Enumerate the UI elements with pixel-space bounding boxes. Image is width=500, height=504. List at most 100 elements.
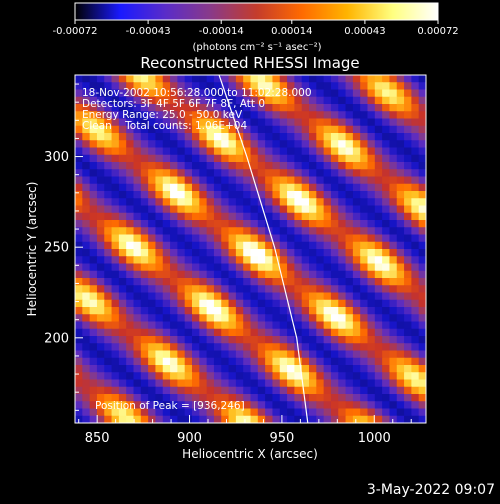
heatmap-cell — [177, 336, 186, 344]
heatmap-cell — [75, 104, 83, 112]
heatmap-cell — [118, 328, 127, 337]
heatmap-cell — [148, 408, 157, 417]
heatmap-cell — [213, 205, 222, 214]
heatmap-cell — [140, 104, 149, 112]
heatmap-cell — [228, 82, 237, 91]
heatmap-cell — [367, 133, 376, 141]
heatmap-cell — [133, 198, 142, 207]
heatmap-cell — [206, 183, 215, 192]
heatmap-cell — [75, 111, 83, 120]
heatmap-cell — [279, 415, 288, 423]
heatmap-cell — [192, 292, 200, 301]
heatmap-cell — [192, 386, 200, 395]
heatmap-cell — [418, 220, 426, 228]
heatmap-cell — [360, 140, 369, 149]
heatmap-cell — [133, 299, 142, 308]
heatmap-cell — [111, 299, 120, 308]
heatmap-cell — [309, 270, 317, 279]
heatmap-cell — [235, 147, 244, 156]
heatmap-cell — [148, 169, 157, 178]
heatmap-cell — [111, 96, 120, 105]
heatmap-cell — [228, 314, 237, 323]
heatmap-cell — [294, 386, 303, 395]
heatmap-cell — [206, 343, 215, 352]
heatmap-cell — [250, 147, 259, 156]
heatmap-cell — [367, 183, 376, 192]
heatmap-cell — [111, 401, 120, 410]
heatmap-cell — [82, 263, 91, 272]
heatmap-cell — [170, 89, 178, 98]
heatmap-cell — [301, 75, 310, 83]
heatmap-cell — [301, 212, 310, 221]
heatmap-cell — [330, 147, 339, 156]
heatmap-cell — [404, 328, 412, 337]
heatmap-cell — [316, 270, 325, 279]
heatmap-cell — [126, 205, 135, 214]
heatmap-cell — [265, 140, 274, 149]
heatmap-cell — [133, 386, 142, 395]
heatmap-cell — [404, 191, 412, 199]
heatmap-cell — [411, 314, 420, 323]
heatmap-cell — [155, 220, 164, 228]
heatmap-cell — [170, 133, 178, 141]
heatmap-cell — [235, 292, 244, 301]
heatmap-cell — [265, 241, 274, 250]
heatmap-cell — [389, 212, 398, 221]
heatmap-cell — [140, 111, 149, 120]
heatmap-cell — [184, 241, 193, 250]
heatmap-cell — [418, 328, 426, 337]
heatmap-cell — [162, 241, 171, 250]
heatmap-cell — [213, 198, 222, 207]
heatmap-cell — [89, 336, 98, 344]
heatmap-cell — [250, 191, 259, 199]
heatmap-cell — [89, 372, 98, 381]
heatmap-cell — [192, 96, 200, 105]
heatmap-cell — [199, 336, 208, 344]
heatmap-cell — [396, 328, 405, 337]
heatmap-cell — [170, 278, 178, 286]
heatmap-cell — [235, 365, 244, 373]
heatmap-cell — [118, 191, 127, 199]
heatmap-cell — [170, 191, 178, 199]
heatmap-cell — [192, 147, 200, 156]
heatmap-cell — [148, 140, 157, 149]
heatmap-cell — [155, 401, 164, 410]
heatmap-cell — [148, 96, 157, 105]
heatmap-cell — [411, 379, 420, 388]
heatmap-cell — [352, 191, 361, 199]
heatmap-cell — [192, 104, 200, 112]
heatmap-cell — [177, 140, 186, 149]
heatmap-cell — [367, 169, 376, 178]
heatmap-cell — [199, 205, 208, 214]
heatmap-cell — [374, 270, 383, 279]
heatmap-cell — [192, 118, 200, 127]
heatmap-cell — [367, 408, 376, 417]
heatmap-cell — [89, 285, 98, 294]
heatmap-cell — [309, 328, 317, 337]
heatmap-cell — [126, 118, 135, 127]
heatmap-cell — [382, 111, 391, 120]
heatmap-cell — [382, 104, 391, 112]
heatmap-cell — [389, 162, 398, 170]
heatmap-cell — [360, 336, 369, 344]
heatmap-cell — [184, 227, 193, 236]
heatmap-cell — [82, 285, 91, 294]
heatmap-cell — [287, 256, 295, 265]
heatmap-cell — [111, 154, 120, 163]
heatmap-cell — [418, 104, 426, 112]
heatmap-cell — [111, 270, 120, 279]
heatmap-cell — [294, 379, 303, 388]
heatmap-cell — [418, 191, 426, 199]
heatmap-cell — [184, 96, 193, 105]
heatmap-cell — [111, 386, 120, 395]
heatmap-cell — [272, 198, 281, 207]
heatmap-cell — [82, 234, 91, 243]
heatmap-cell — [389, 394, 398, 402]
heatmap-cell — [418, 299, 426, 308]
heatmap-cell — [330, 379, 339, 388]
heatmap-cell — [199, 285, 208, 294]
heatmap-cell — [82, 299, 91, 308]
heatmap-cell — [104, 191, 113, 199]
heatmap-cell — [352, 162, 361, 170]
heatmap-cell — [360, 299, 369, 308]
